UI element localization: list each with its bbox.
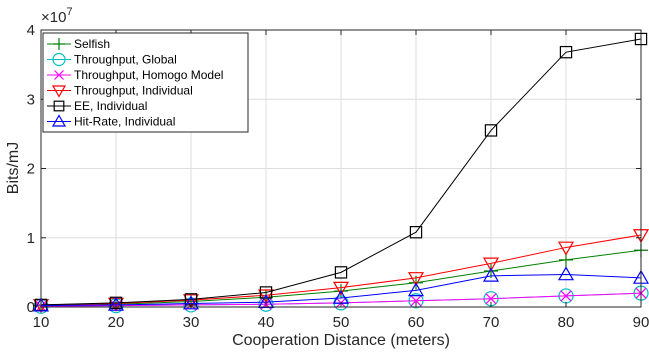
series-line [40,38,642,306]
data-point-marker [407,282,425,297]
legend-item: EE, Individual [47,99,147,113]
legend-item: Throughput, Homogo Model [47,68,223,82]
data-point-marker [484,124,498,137]
data-point-marker [257,289,275,304]
x-tick-label: 20 [108,314,125,331]
series-line [40,234,642,306]
x-tick-label: 30 [183,314,200,331]
data-point-marker [332,281,350,296]
y-tick-label: 3 [27,91,35,108]
data-point-marker [409,226,423,239]
data-point-marker [259,286,273,299]
x-tick-label: 60 [408,314,425,331]
legend-label: Throughput, Individual [74,84,193,98]
series-line [40,273,642,307]
data-point-marker [482,257,500,272]
legend-label: Selfish [74,37,110,51]
y-exponent-label: ×107 [41,6,73,26]
legend-marker [52,52,66,67]
legend-marker [51,85,67,98]
data-point-marker [407,272,425,287]
legend-marker [51,114,67,127]
legend-item: Throughput, Global [47,53,177,67]
y-tick-label: 2 [27,161,35,178]
y-tick-label: 4 [27,22,35,39]
legend-marker [53,100,65,112]
legend-item: Throughput, Individual [47,84,193,98]
x-tick-label: 70 [483,314,500,331]
data-point-marker [485,293,497,305]
x-axis-title: Cooperation Distance (meters) [232,332,450,349]
data-point-marker [182,294,200,309]
x-tick-label: 50 [333,314,350,331]
x-tick-label: 80 [558,314,575,331]
data-point-marker [107,296,125,311]
legend-label: EE, Individual [74,99,147,113]
legend-item: Selfish [47,37,110,51]
data-point-marker [182,295,200,310]
series-ee-individual [34,32,648,312]
x-tick-label: 10 [33,314,50,331]
y-tick-label: 0 [27,299,35,316]
legend-marker [54,70,64,80]
x-axis: 10 20 30 40 50 60 70 80 90 [33,30,649,331]
data-point-marker [560,290,572,302]
y-axis-title: Bits/mJ [5,142,22,194]
y-exponent-power: 7 [66,6,72,18]
legend-box [42,32,249,133]
legend-marker [53,38,65,50]
data-point-marker [334,266,348,279]
legend-label: Hit-Rate, Individual [74,115,175,129]
data-point-marker [32,297,50,312]
x-tick-label: 40 [258,314,275,331]
y-tick-label: 1 [27,230,35,247]
data-point-marker [557,241,575,256]
y-axis: 0 1 2 3 4 [27,22,641,316]
x-tick-label: 90 [633,314,649,331]
legend-label: Throughput, Homogo Model [74,68,223,82]
legend-label: Throughput, Global [74,53,177,67]
data-point-marker [410,295,422,307]
data-point-marker [557,266,575,281]
data-point-marker [559,45,573,59]
data-point-marker [482,267,500,282]
y-exponent-base: ×10 [41,9,66,26]
legend-item: Hit-Rate, Individual [47,114,175,129]
